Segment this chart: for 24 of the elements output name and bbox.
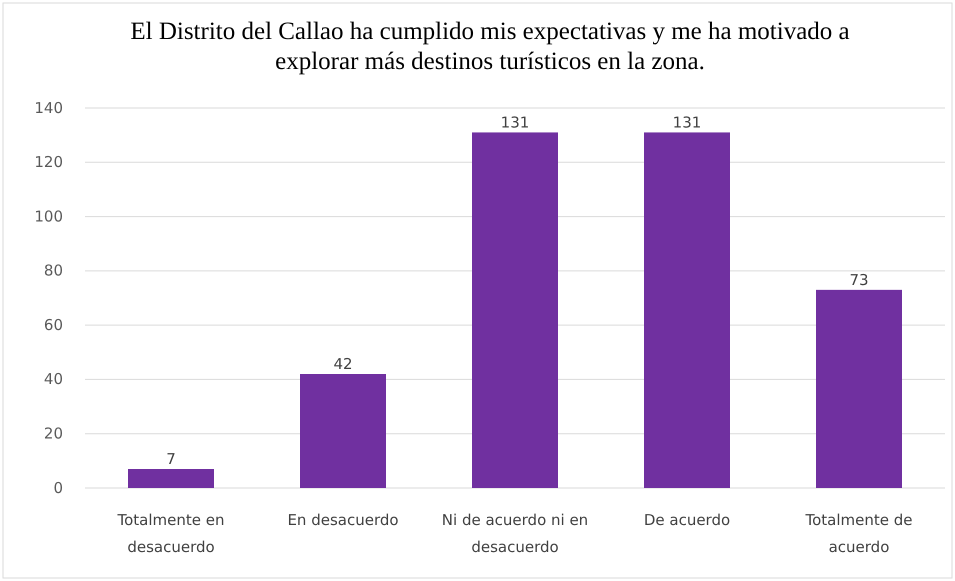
x-tick-label: De acuerdo (644, 511, 730, 529)
x-tick-label: Ni de acuerdo ni en desacuerdo (442, 511, 588, 556)
data-label: 131 (672, 113, 702, 132)
y-tick-label: 0 (53, 478, 63, 497)
y-tick-label: 40 (44, 370, 63, 388)
bar (472, 132, 558, 488)
bar (300, 374, 386, 488)
y-tick-label: 20 (44, 424, 63, 443)
data-label: 7 (166, 450, 176, 468)
bar (128, 469, 214, 488)
x-tick-label: Totalmente de acuerdo (804, 511, 913, 556)
x-tick-label: En desacuerdo (287, 511, 399, 529)
y-tick-label: 120 (34, 153, 63, 172)
y-tick-label: 80 (44, 262, 63, 280)
bar (644, 132, 730, 488)
y-tick-label: 60 (44, 316, 63, 334)
y-tick-label: 100 (34, 207, 63, 226)
data-label: 42 (333, 355, 353, 373)
data-label: 73 (849, 270, 869, 289)
y-tick-label: 140 (34, 98, 63, 117)
chart-title: El Distrito del Callao ha cumplido mis expectativas y me ha motivado a explorar más destinos turísticos en la zona. (130, 18, 850, 75)
bar (816, 290, 902, 488)
x-tick-label: Totalmente en desacuerdo (116, 511, 224, 556)
data-label: 131 (500, 113, 530, 132)
